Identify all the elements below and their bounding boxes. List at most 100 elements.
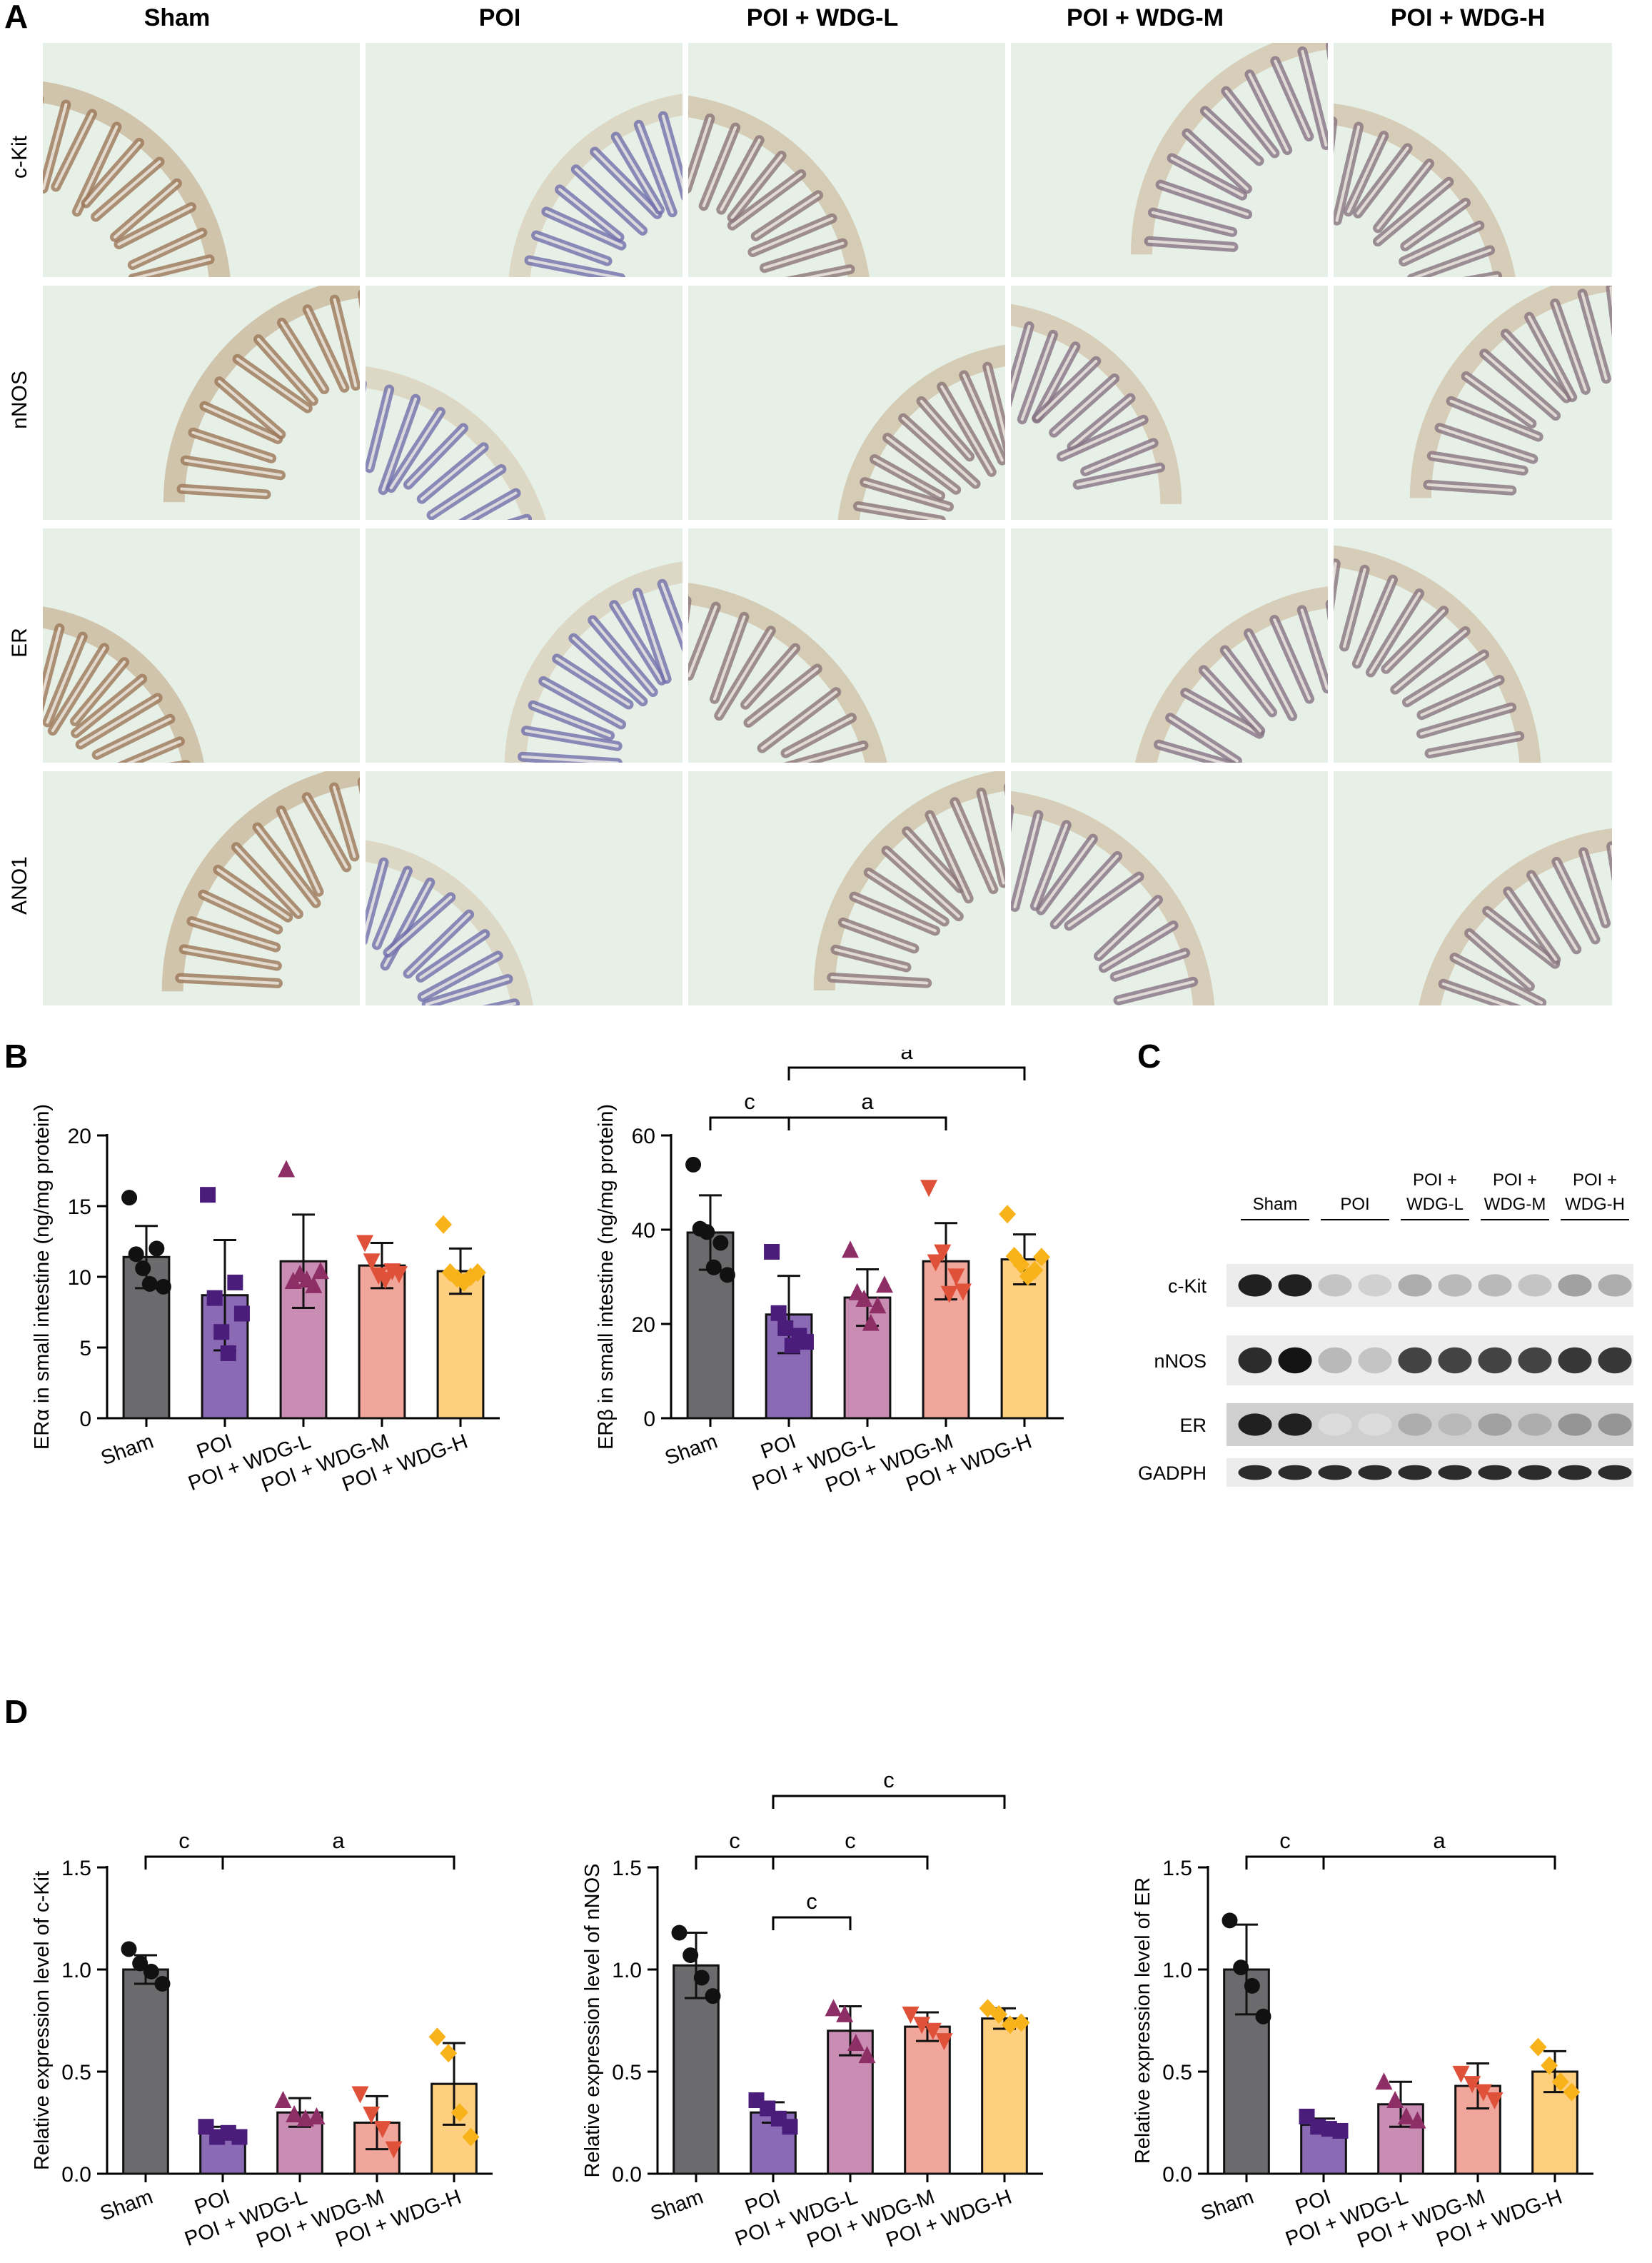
ihc-micrograph xyxy=(1334,528,1612,763)
data-point xyxy=(712,1235,729,1251)
data-point xyxy=(351,2086,369,2104)
blot-band xyxy=(1278,1347,1312,1374)
ihc-micrograph xyxy=(1011,528,1328,763)
ihc-micrograph xyxy=(1334,286,1612,520)
data-point xyxy=(699,1224,715,1240)
significance-bracket xyxy=(772,1916,852,1930)
blot-group-label: POI xyxy=(1340,1195,1369,1214)
blot-band xyxy=(1558,1274,1592,1297)
data-point xyxy=(869,1296,887,1314)
data-point xyxy=(842,1240,860,1258)
data-point xyxy=(274,2091,292,2109)
data-point xyxy=(719,1267,735,1283)
y-tick-label: 0.5 xyxy=(612,2061,642,2084)
ihc-micrograph xyxy=(43,286,360,520)
data-point xyxy=(847,2033,865,2051)
x-tick-label: Sham xyxy=(98,1430,156,1470)
data-point xyxy=(390,1266,408,1284)
data-point xyxy=(428,2027,446,2047)
ihc-row-label: nNOS xyxy=(8,371,32,429)
y-axis-label: Relative expression level of c-Kit xyxy=(31,1871,54,2170)
blot-band xyxy=(1518,1347,1552,1374)
data-point xyxy=(764,1244,780,1260)
blot-group-label: WDG-M xyxy=(1484,1195,1546,1214)
blot-group-label: POI + xyxy=(1413,1170,1457,1190)
ihc-column-header: POI + WDG-L xyxy=(746,4,899,31)
ihc-micrograph xyxy=(1011,43,1328,277)
data-point xyxy=(1233,1960,1249,1976)
data-point xyxy=(233,1305,250,1322)
blot-band xyxy=(1518,1274,1552,1297)
significance-bracket xyxy=(772,1795,1006,1809)
blot-band xyxy=(1558,1465,1592,1480)
data-point xyxy=(685,1156,702,1173)
significance-bracket xyxy=(1245,1855,1325,1870)
data-point xyxy=(154,1976,171,1992)
y-tick-label: 5 xyxy=(79,1337,91,1360)
blot-band xyxy=(1358,1347,1392,1374)
data-point xyxy=(797,1334,814,1350)
blot-band xyxy=(1438,1274,1472,1297)
ihc-micrograph xyxy=(1011,771,1328,1005)
significance-label: a xyxy=(861,1089,874,1114)
data-point xyxy=(141,1275,158,1292)
significance-bracket xyxy=(709,1116,790,1130)
blot-band xyxy=(1358,1465,1392,1480)
data-point xyxy=(1026,1260,1044,1280)
blot-band xyxy=(1558,1413,1592,1436)
bar xyxy=(358,1264,406,1420)
data-point xyxy=(148,1240,165,1257)
data-point xyxy=(363,1253,381,1271)
significance-label: c xyxy=(806,1889,817,1914)
significance-label: c xyxy=(883,1767,895,1792)
blot-band xyxy=(1518,1465,1552,1480)
blot-band xyxy=(1438,1347,1472,1374)
blot-band xyxy=(1478,1465,1512,1480)
y-tick-label: 1.5 xyxy=(1162,1857,1192,1880)
data-point xyxy=(363,2107,381,2124)
y-axis-label: Relative expression level of nNOS xyxy=(581,1863,604,2177)
y-tick-label: 10 xyxy=(68,1266,91,1290)
blot-band xyxy=(1278,1274,1312,1297)
data-point xyxy=(128,1246,144,1263)
blot-band xyxy=(1358,1274,1392,1297)
significance-bracket xyxy=(772,1855,929,1870)
data-point xyxy=(693,1970,710,1986)
data-point xyxy=(935,2033,953,2051)
ihc-micrograph xyxy=(366,771,683,1005)
data-point xyxy=(855,1290,873,1308)
data-point xyxy=(468,1263,486,1283)
data-point xyxy=(940,1285,958,1303)
data-point xyxy=(462,2127,480,2147)
data-point xyxy=(1486,2092,1504,2110)
data-point xyxy=(1255,2008,1271,2024)
data-point xyxy=(376,1271,394,1289)
significance-bracket xyxy=(787,1116,947,1130)
data-point xyxy=(999,1205,1017,1224)
blot-band xyxy=(1558,1347,1592,1374)
blot-row-label: ER xyxy=(1179,1415,1207,1436)
chart-era: 0 5 10 15 20 ERα in small intestine (ng/mg pr… xyxy=(31,1104,500,1497)
data-point xyxy=(1474,2084,1492,2102)
blot-band xyxy=(1318,1465,1352,1480)
ihc-row-label: c-Kit xyxy=(8,136,31,179)
ihc-micrograph xyxy=(1334,43,1612,277)
data-point xyxy=(311,1262,329,1280)
y-tick-label: 1.0 xyxy=(1162,1959,1192,1982)
ihc-micrograph xyxy=(43,43,360,277)
y-tick-label: 1.0 xyxy=(612,1959,642,1982)
ihc-row-label: ANO1 xyxy=(8,856,32,915)
y-axis-label: ERβ in small intestine (ng/mg protein) xyxy=(595,1104,618,1450)
blot-band xyxy=(1598,1413,1632,1436)
significance-label: a xyxy=(900,1050,913,1064)
data-point xyxy=(1529,2037,1547,2057)
data-point xyxy=(440,2044,458,2063)
y-axis-label: ERα in small intestine (ng/mg protein) xyxy=(31,1104,54,1450)
ihc-micrograph xyxy=(688,286,1005,520)
data-point xyxy=(121,1941,137,1957)
blot-band xyxy=(1278,1465,1312,1480)
ihc-micrograph xyxy=(43,528,360,763)
data-point xyxy=(947,1268,965,1286)
data-point xyxy=(858,2046,876,2064)
ihc-micrograph xyxy=(688,43,1005,277)
